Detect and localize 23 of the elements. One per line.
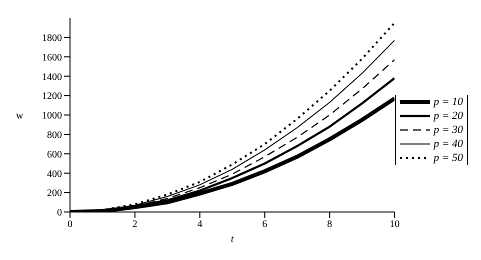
x-tick-label: 8 — [327, 219, 332, 230]
y-tick-label: 1000 — [42, 110, 62, 122]
y-tick-label: 0 — [57, 208, 62, 219]
y-tick-label: 800 — [47, 130, 62, 141]
y-tick-label: 1600 — [42, 52, 62, 64]
legend-label: p = 50 — [434, 152, 463, 164]
y-tick-label: 600 — [47, 149, 62, 160]
legend-label: p = 40 — [434, 138, 463, 150]
y-tick-label: 200 — [47, 188, 62, 200]
x-tick-label: 2 — [132, 219, 138, 230]
x-tick-label: 4 — [197, 219, 202, 230]
legend-label: p = 20 — [434, 110, 463, 122]
y-tick-label: 400 — [47, 168, 62, 180]
x-axis-title: t — [230, 234, 234, 245]
x-tick-label: 10 — [390, 219, 400, 230]
y-tick-label: 1400 — [42, 72, 62, 83]
y-tick-label: 1800 — [42, 32, 62, 44]
legend-label: p = 10 — [434, 96, 463, 108]
legend-label: p = 30 — [434, 124, 463, 136]
x-tick-label: 0 — [68, 219, 72, 230]
y-axis-title: w — [16, 110, 24, 122]
x-tick-label: 6 — [262, 219, 268, 230]
y-tick-label: 1200 — [42, 91, 62, 102]
